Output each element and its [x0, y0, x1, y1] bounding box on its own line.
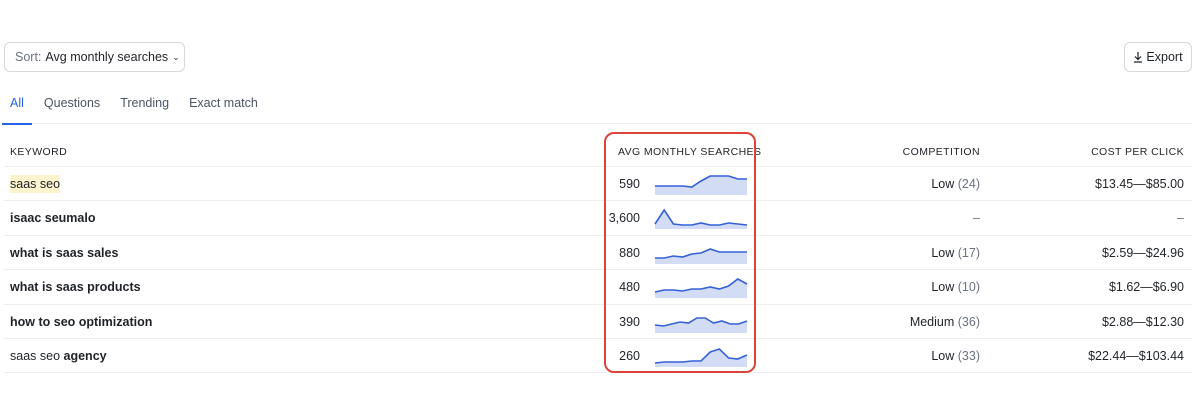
search-volume: 3,600: [608, 211, 640, 226]
table-row[interactable]: isaac seumalo 3,600 – –: [4, 201, 1192, 236]
competition-index: (33): [957, 348, 980, 363]
download-icon: [1134, 52, 1143, 63]
table-row[interactable]: what is saas products 480 Low (10) $1.62—$6…: [4, 270, 1192, 305]
competition-level: –: [973, 211, 980, 226]
competition-cell: Low (33): [931, 339, 980, 373]
keyword-cell[interactable]: saas seo agency: [10, 339, 107, 373]
competition-cell: Low (10): [931, 270, 980, 304]
sparkline-line: [654, 278, 748, 293]
competition-index: (17): [957, 245, 980, 260]
tab-all[interactable]: All: [2, 88, 32, 125]
table-header: KEYWORD AVG MONTHLY SEARCHES COMPETITION…: [4, 137, 1192, 167]
cost-per-click: $2.88—$12.30: [1101, 314, 1184, 329]
competition-cell: Low (24): [931, 167, 980, 201]
keyword-cell[interactable]: how to seo optimization: [10, 305, 152, 339]
cost-per-click: $1.62—$6.90: [1108, 280, 1184, 295]
keyword-cell[interactable]: saas seo: [10, 167, 61, 201]
search-volume: 880: [619, 245, 640, 260]
keyword-cell[interactable]: isaac seumalo: [10, 201, 95, 235]
sparkline-area: [655, 279, 747, 299]
table-body: saas seo 590 Low (24) $13.45—$85.00 isaac se…: [4, 167, 1192, 374]
trend-sparkline: [655, 247, 747, 264]
keyword-bold-text: what is saas products: [10, 280, 141, 295]
sort-value-label: Avg monthly searches: [45, 50, 169, 64]
competition-index: (10): [957, 280, 980, 295]
competition-level: Low: [931, 177, 955, 191]
table-row[interactable]: what is saas sales 880 Low (17) $2.59—$24.9…: [4, 236, 1192, 271]
trend-sparkline: [654, 208, 748, 230]
column-header-avg-monthly-searches[interactable]: AVG MONTHLY SEARCHES: [618, 146, 762, 158]
trend-sparkline: [654, 348, 748, 367]
keyword-bold-text: isaac seumalo: [10, 211, 96, 226]
competition-level: Low: [931, 280, 955, 295]
table-row[interactable]: saas seo agency 260 Low (33) $22.44—$103.44: [4, 339, 1192, 374]
keyword-bold-text: how to seo optimization: [10, 314, 153, 329]
competition-level: Low: [931, 348, 955, 363]
keyword-cell[interactable]: what is saas products: [10, 270, 141, 304]
sparkline-line: [654, 316, 748, 327]
sparkline-area: [655, 176, 747, 195]
tab-bar: All Questions Trending Exact match: [2, 88, 1192, 125]
competition-index: (36): [957, 314, 980, 329]
sort-dropdown[interactable]: Sort: Avg monthly searches ⌄: [4, 42, 185, 72]
competition-cell: Medium (36): [910, 305, 980, 339]
column-header-cost-per-click[interactable]: COST PER CLICK: [1091, 146, 1184, 158]
table-row[interactable]: saas seo 590 Low (24) $13.45—$85.00: [4, 167, 1192, 202]
chevron-down-icon: ⌄: [172, 51, 180, 62]
table-row[interactable]: how to seo optimization 390 Medium (36) $2.…: [4, 305, 1192, 339]
tab-trending[interactable]: Trending: [120, 96, 170, 110]
sparkline-line: [655, 247, 747, 259]
competition-cell: Low (17): [931, 236, 980, 270]
sort-prefix-label: Sort:: [15, 50, 42, 64]
sparkline-line: [654, 208, 748, 227]
column-header-competition[interactable]: COMPETITION: [902, 146, 980, 158]
keyword-table: KEYWORD AVG MONTHLY SEARCHES COMPETITION…: [4, 137, 1192, 374]
keyword-cell[interactable]: what is saas sales: [10, 236, 118, 270]
cost-per-click: $22.44—$103.44: [1088, 348, 1184, 363]
trend-sparkline: [655, 175, 747, 195]
export-label: Export: [1146, 50, 1183, 64]
cost-per-click: –: [1177, 211, 1184, 226]
cost-per-click: $13.45—$85.00: [1095, 177, 1184, 191]
keyword-bold-text: what is saas sales: [10, 245, 119, 260]
trend-sparkline: [654, 278, 748, 299]
cost-per-click: $2.59—$24.96: [1101, 245, 1184, 260]
search-volume: 390: [619, 314, 640, 329]
keyword-bold-text: agency: [63, 348, 107, 363]
competition-level: Medium: [909, 314, 955, 329]
column-header-keyword[interactable]: KEYWORD: [10, 146, 68, 158]
competition-index: (24): [957, 177, 980, 191]
trend-sparkline: [654, 316, 748, 333]
keyword-text: saas seo: [10, 175, 61, 193]
competition-level: Low: [931, 245, 955, 260]
export-button[interactable]: Export: [1124, 42, 1192, 72]
search-volume: 260: [619, 348, 640, 363]
toolbar: Sort: Avg monthly searches ⌄ Export: [4, 42, 1192, 72]
sparkline-line: [655, 175, 747, 188]
search-volume: 590: [619, 177, 640, 191]
search-volume: 480: [619, 280, 640, 295]
competition-cell: –: [973, 201, 980, 235]
sparkline-line: [654, 348, 748, 364]
sparkline-area: [655, 210, 747, 230]
tab-questions[interactable]: Questions: [43, 96, 101, 110]
tab-exact-match[interactable]: Exact match: [189, 96, 258, 110]
keyword-text: saas seo: [10, 348, 64, 363]
